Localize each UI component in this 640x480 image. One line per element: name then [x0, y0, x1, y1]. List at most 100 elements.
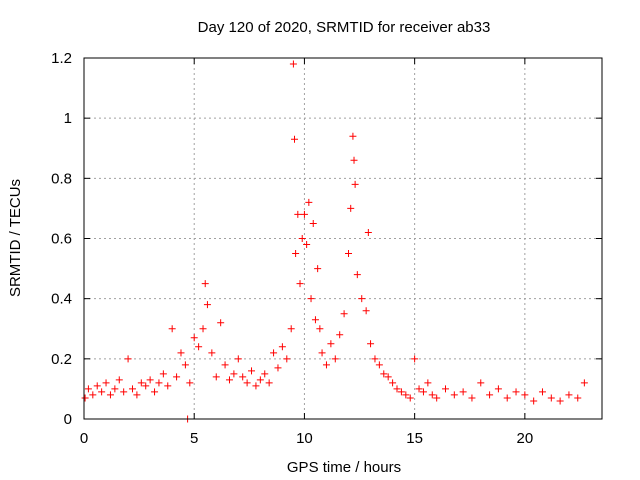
data-point [450, 391, 458, 399]
data-point [402, 391, 410, 399]
data-point [362, 307, 370, 315]
data-point [477, 379, 485, 387]
data-point [327, 340, 335, 348]
data-point [375, 361, 383, 369]
data-point [294, 210, 302, 218]
data-point [389, 379, 397, 387]
data-point [291, 135, 299, 143]
x-axis-title: GPS time / hours [287, 459, 401, 476]
data-point [336, 331, 344, 339]
data-point [142, 382, 150, 390]
data-point [133, 391, 141, 399]
y-tick-label: 1.2 [51, 50, 72, 67]
data-point [565, 391, 573, 399]
data-point [309, 219, 317, 227]
data-point [225, 376, 233, 384]
data-point [159, 370, 167, 378]
data-point [98, 388, 106, 396]
data-point [81, 394, 89, 402]
data-point [173, 373, 181, 381]
data-point [151, 388, 159, 396]
data-point [265, 379, 273, 387]
data-point [186, 379, 194, 387]
data-point [252, 382, 260, 390]
data-point [331, 355, 339, 363]
y-tick-label: 0.6 [51, 231, 72, 248]
data-point [168, 325, 176, 333]
data-point [307, 295, 315, 303]
data-point [217, 319, 225, 327]
data-point [468, 394, 476, 402]
data-point [503, 394, 511, 402]
data-point [190, 334, 198, 342]
data-point [230, 370, 238, 378]
data-point [371, 355, 379, 363]
data-point [303, 241, 311, 249]
x-tick-label: 5 [190, 430, 198, 447]
data-point [538, 388, 546, 396]
data-point [164, 382, 172, 390]
data-point [289, 60, 297, 68]
y-tick-label: 0.8 [51, 170, 72, 187]
data-point [494, 385, 502, 393]
data-point [556, 397, 564, 405]
x-tick-label: 20 [517, 430, 534, 447]
data-point [419, 388, 427, 396]
data-point [155, 379, 163, 387]
data-point [393, 385, 401, 393]
data-point [278, 343, 286, 351]
data-point [248, 367, 256, 375]
data-point [111, 385, 119, 393]
x-tick-label: 15 [406, 430, 423, 447]
data-point [137, 379, 145, 387]
data-point [424, 379, 432, 387]
y-axis-title: SRMTID / TECUs [7, 179, 24, 297]
data-point [351, 180, 359, 188]
data-point [199, 325, 207, 333]
data-point [296, 280, 304, 288]
data-point [322, 361, 330, 369]
data-point [345, 250, 353, 258]
data-point [316, 325, 324, 333]
data-point [243, 379, 251, 387]
data-point [428, 391, 436, 399]
data-points [81, 60, 588, 423]
data-point [270, 349, 278, 357]
grid-lines [84, 58, 602, 419]
data-point [115, 376, 123, 384]
data-point [433, 394, 441, 402]
data-point [89, 391, 97, 399]
data-point [195, 343, 203, 351]
data-point [521, 391, 529, 399]
data-point [177, 349, 185, 357]
data-point [221, 361, 229, 369]
data-point [411, 355, 419, 363]
data-point [234, 355, 242, 363]
data-point [93, 382, 101, 390]
x-tick-label: 0 [80, 430, 88, 447]
data-point [298, 235, 306, 242]
data-point [300, 210, 308, 218]
data-point [358, 295, 366, 303]
data-point [415, 385, 423, 393]
data-point [547, 394, 555, 402]
data-point [347, 204, 355, 212]
data-point [512, 388, 520, 396]
data-point [124, 355, 132, 363]
y-tick-label: 0.4 [51, 291, 72, 308]
data-point [397, 388, 405, 396]
data-point [146, 376, 154, 384]
data-point [106, 391, 114, 399]
data-point [311, 316, 319, 324]
data-point [287, 325, 295, 333]
y-tick-label: 0 [64, 411, 72, 428]
data-point [212, 373, 220, 381]
axis-ticks [83, 57, 602, 420]
data-point [349, 132, 357, 140]
data-point [305, 198, 313, 206]
data-point [353, 271, 361, 279]
data-point [201, 280, 209, 288]
data-point [441, 385, 449, 393]
data-point [274, 364, 282, 372]
